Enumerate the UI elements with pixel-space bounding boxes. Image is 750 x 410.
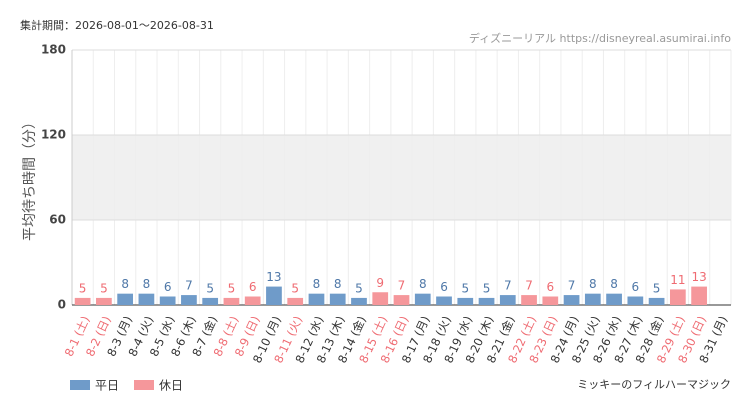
period: 集計期間：2026-08-01～2026-08-31	[20, 18, 214, 32]
y-tick-label: 180	[41, 43, 66, 57]
bar	[691, 286, 707, 305]
bar	[563, 295, 580, 305]
legend-swatch	[134, 380, 154, 390]
bar	[181, 295, 197, 305]
data-label: 7	[185, 279, 193, 293]
data-label: 5	[483, 281, 491, 295]
bar	[648, 297, 665, 305]
legend-label: 休日	[159, 379, 183, 393]
data-label: 13	[691, 270, 706, 284]
data-label: 6	[546, 280, 554, 294]
y-tick-label: 0	[58, 298, 66, 312]
data-label: 6	[632, 280, 640, 294]
bar	[266, 286, 282, 305]
data-label: 7	[525, 279, 533, 293]
bar	[436, 296, 452, 305]
bar	[308, 293, 325, 305]
data-label: 6	[249, 280, 257, 294]
bar	[457, 297, 474, 305]
bar	[393, 295, 410, 305]
bar	[329, 293, 346, 305]
bar	[223, 297, 240, 305]
data-label: 9	[376, 276, 384, 290]
data-label: 8	[121, 277, 129, 291]
bar	[606, 293, 622, 305]
y-tick-label: 120	[41, 128, 66, 142]
data-label: 5	[206, 281, 214, 295]
bar	[414, 293, 431, 305]
bar	[542, 296, 559, 305]
bar	[627, 296, 644, 305]
data-label: 5	[653, 281, 661, 295]
bar	[117, 293, 134, 305]
bar	[478, 297, 495, 305]
source: ディズニーリアル https://disneyreal.asumirai.inf…	[469, 31, 731, 45]
data-label: 8	[143, 277, 151, 291]
y-tick-label: 60	[49, 213, 66, 227]
data-label: 5	[461, 281, 469, 295]
data-label: 8	[313, 277, 321, 291]
data-label: 5	[291, 281, 299, 295]
data-label: 8	[589, 277, 597, 291]
bar	[96, 297, 112, 305]
data-label: 8	[334, 277, 342, 291]
bar	[159, 296, 176, 305]
data-label: 7	[398, 279, 406, 293]
bar	[584, 293, 601, 305]
data-label: 13	[266, 270, 281, 284]
legend-swatch	[70, 380, 90, 390]
data-label: 6	[164, 280, 172, 294]
data-label: 6	[440, 280, 448, 294]
bar	[287, 297, 304, 305]
data-label: 5	[228, 281, 236, 295]
bar	[499, 295, 516, 305]
data-label: 7	[568, 279, 576, 293]
bar	[351, 297, 367, 305]
bar	[372, 292, 389, 305]
data-label: 8	[419, 277, 427, 291]
data-label: 5	[100, 281, 108, 295]
bar	[202, 297, 219, 305]
legend-label: 平日	[95, 379, 119, 393]
bar	[138, 293, 155, 305]
data-label: 5	[355, 281, 363, 295]
attraction: ミッキーのフィルハーマジック	[577, 378, 731, 391]
bar	[521, 295, 537, 305]
grid-band	[72, 135, 731, 220]
y-axis-label: 平均待ち時間（分）	[22, 115, 38, 241]
bar	[669, 289, 686, 305]
data-label: 5	[79, 281, 87, 295]
data-label: 8	[610, 277, 618, 291]
bar	[244, 296, 261, 305]
data-label: 7	[504, 279, 512, 293]
bar	[74, 297, 91, 305]
data-label: 11	[670, 273, 685, 287]
